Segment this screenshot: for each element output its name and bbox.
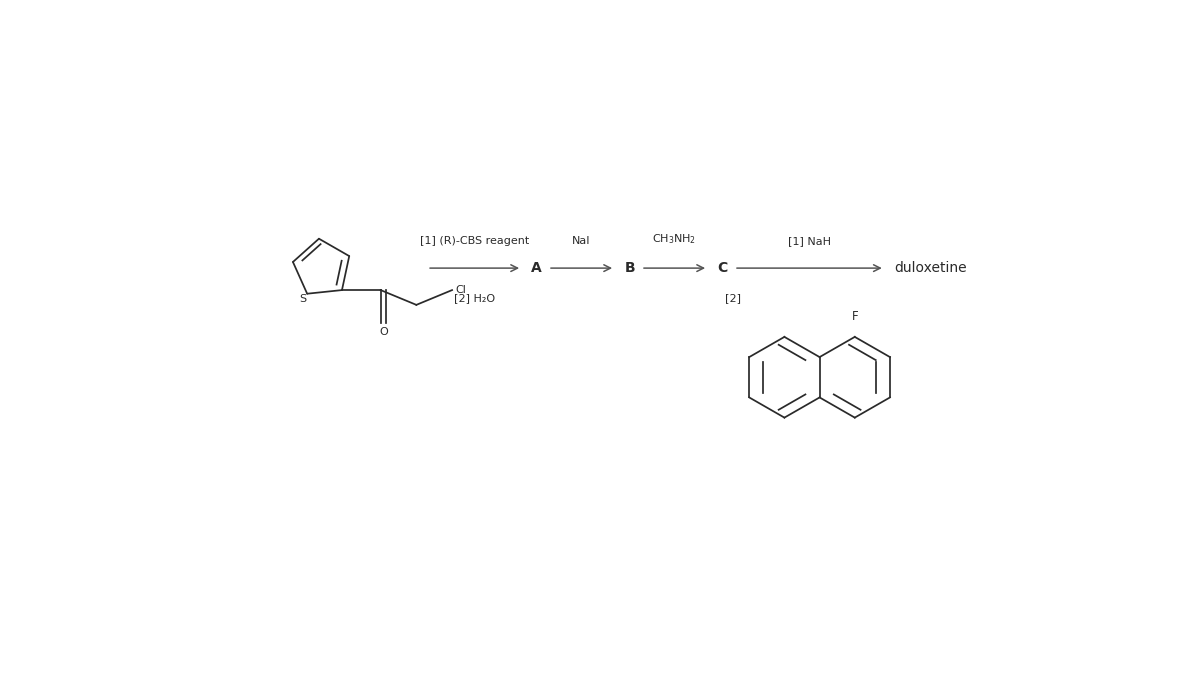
- Text: [2]: [2]: [725, 293, 740, 303]
- Text: [2] H₂O: [2] H₂O: [454, 293, 496, 303]
- Text: [1] NaH: [1] NaH: [788, 236, 830, 246]
- Text: F: F: [852, 310, 858, 323]
- Text: S: S: [299, 294, 306, 304]
- Text: A: A: [532, 261, 542, 275]
- Text: Cl: Cl: [456, 285, 467, 295]
- Text: O: O: [379, 327, 388, 337]
- Text: B: B: [624, 261, 635, 275]
- Text: [1] (R)-CBS reagent: [1] (R)-CBS reagent: [420, 236, 529, 246]
- Text: duloxetine: duloxetine: [894, 261, 967, 275]
- Text: NaI: NaI: [572, 236, 590, 246]
- Text: CH$_3$NH$_2$: CH$_3$NH$_2$: [653, 232, 696, 246]
- Text: C: C: [718, 261, 727, 275]
